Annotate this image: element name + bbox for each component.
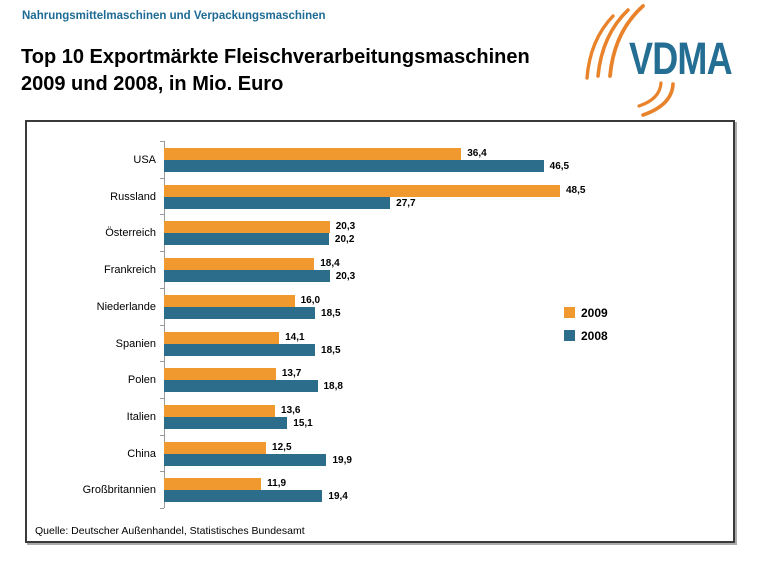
value-label-2008-Niederlande: 18,5: [321, 307, 341, 319]
bar-2008-Spanien: [164, 343, 316, 356]
axis-tick: [160, 141, 164, 142]
value-label-2009-Italien: 13,6: [281, 404, 301, 416]
axis-tick: [160, 471, 164, 473]
axis-tick: [160, 214, 164, 216]
value-label-2009-Polen: 13,7: [281, 368, 302, 380]
value-label-2009-Russland: 48,5: [566, 184, 586, 196]
bar-2009-China: [164, 441, 267, 454]
bar-2009-Polen: [164, 368, 276, 381]
value-label-2008-Österreich: 20,2: [334, 234, 355, 246]
category-label: Spanien: [115, 337, 156, 350]
bar-2008-USA: [164, 160, 544, 172]
value-label-2008-Spanien: 18,5: [321, 344, 341, 356]
value-label-2008-Frankreich: 20,3: [335, 271, 356, 283]
axis-tick: [160, 397, 164, 399]
bar-2009-Russland: [164, 184, 560, 197]
value-label-2008-Italien: 15,1: [293, 417, 313, 429]
value-label-2009-Großbritannien: 11,9: [267, 478, 287, 490]
category-label: Großbritannien: [82, 484, 156, 497]
value-label-2009-Spanien: 14,1: [285, 331, 305, 343]
axis-tick: [160, 287, 164, 289]
bar-2008-Österreich: [164, 233, 329, 246]
value-label-2009-Frankreich: 18,4: [320, 258, 340, 270]
axis-tick: [160, 508, 164, 509]
axis-tick: [160, 434, 164, 436]
category-axis: [164, 141, 165, 508]
value-label-2009-China: 12,5: [272, 441, 292, 453]
value-label-2009-Österreich: 20,3: [335, 221, 356, 233]
axis-tick: [160, 251, 164, 253]
legend-label-2008: 2008: [581, 329, 608, 343]
bar-2009-Spanien: [164, 331, 280, 344]
bar-2009-Großbritannien: [164, 478, 262, 491]
bar-2008-Niederlande: [164, 306, 316, 319]
bar-2009-USA: [164, 148, 462, 160]
category-label: Frankreich: [104, 264, 156, 277]
category-heading: Nahrungsmittelmaschinen und Verpackungsm…: [22, 10, 326, 22]
category-label: Russland: [110, 190, 156, 203]
axis-tick: [160, 361, 164, 363]
value-label-2009-USA: 36,4: [467, 148, 487, 159]
value-label-2008-USA: 46,5: [549, 161, 570, 172]
bar-2008-Russland: [164, 196, 391, 209]
category-label: Niederlande: [96, 300, 156, 313]
value-label-2008-Russland: 27,7: [396, 197, 416, 209]
plot-area: USA 36,4 46,5 Russland 48,5 27,7 Österreich 20,…: [27, 122, 733, 541]
page-title: Top 10 Exportmärkte Fleischverarbeitungs…: [21, 44, 530, 98]
value-label-2008-China: 19,9: [332, 454, 352, 466]
legend-swatch-2009: [564, 307, 575, 318]
bar-2009-Frankreich: [164, 258, 315, 271]
category-label: Italien: [126, 410, 156, 423]
bar-2008-Polen: [164, 380, 318, 393]
bar-2008-Großbritannien: [164, 490, 323, 503]
bar-2009-Österreich: [164, 221, 330, 234]
page-title-line2: 2009 und 2008, in Mio. Euro: [21, 73, 284, 95]
vdma-logo-arcs-icon: [585, 4, 675, 117]
bar-2008-China: [164, 453, 327, 466]
axis-tick: [160, 177, 164, 179]
axis-tick: [160, 324, 164, 326]
value-label-2009-Niederlande: 16,0: [300, 294, 321, 306]
bar-2009-Niederlande: [164, 294, 295, 307]
page-title-line1: Top 10 Exportmärkte Fleischverarbeitungs…: [21, 46, 530, 68]
bar-2009-Italien: [164, 404, 276, 417]
vdma-logo-text: VDMA: [629, 33, 733, 84]
chart-frame: USA 36,4 46,5 Russland 48,5 27,7 Österreich 20,…: [25, 120, 735, 543]
legend-label-2009: 2009: [581, 306, 608, 320]
category-label: China: [127, 447, 156, 460]
category-label: Polen: [127, 374, 156, 387]
legend-swatch-2008: [564, 330, 575, 341]
category-label: Österreich: [105, 227, 156, 240]
value-label-2008-Großbritannien: 19,4: [328, 491, 348, 503]
source-line: Quelle: Deutscher Außenhandel, Statistis…: [35, 525, 305, 537]
value-label-2008-Polen: 18,8: [323, 381, 343, 393]
bar-2008-Frankreich: [164, 270, 330, 283]
bar-2008-Italien: [164, 416, 288, 429]
vdma-logo: VDMA: [583, 2, 753, 118]
category-label: USA: [133, 154, 156, 166]
